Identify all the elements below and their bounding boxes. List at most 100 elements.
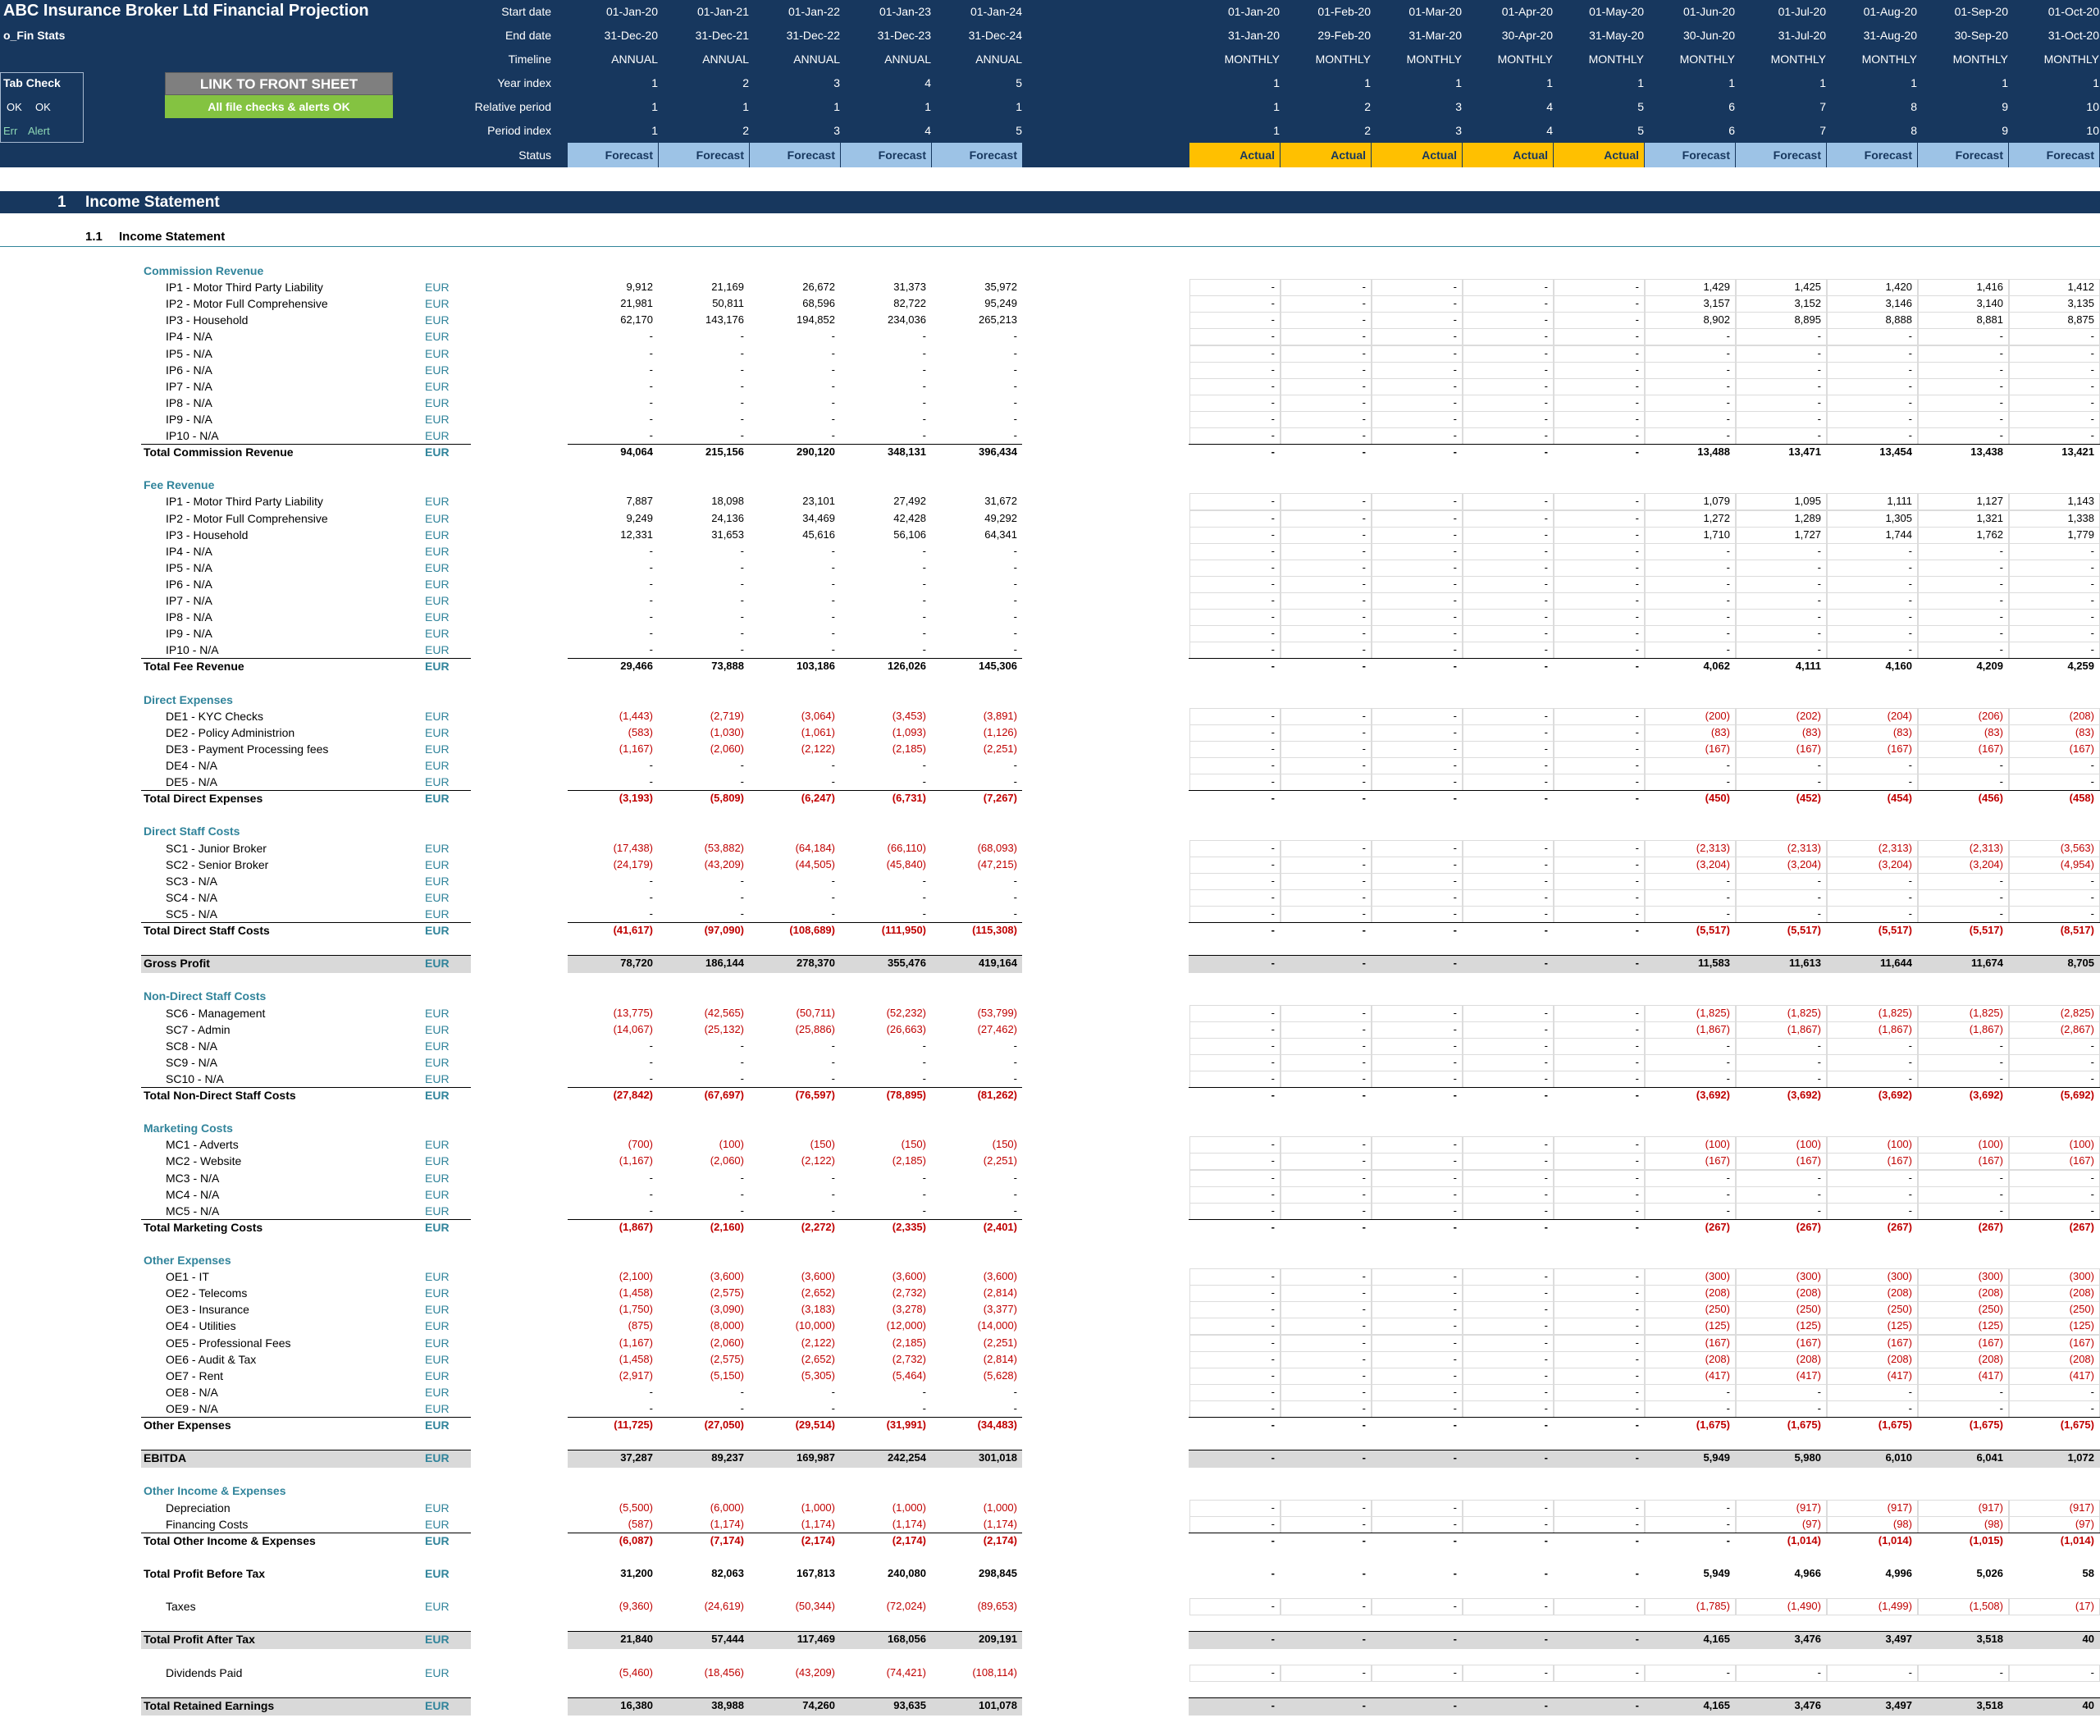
value-cell: - (1908, 1171, 1912, 1184)
value-cell: - (1271, 412, 1275, 425)
value-cell: - (1817, 379, 1821, 392)
value-cell: (5,500) (619, 1501, 653, 1514)
value-cell: (167) (1796, 1154, 1821, 1167)
value-cell: - (1544, 1385, 1548, 1398)
total-rule (568, 955, 1022, 957)
value-cell: - (649, 1385, 653, 1398)
value-cell: - (1453, 627, 1457, 640)
value-cell: 23,101 (802, 495, 835, 508)
value-cell: - (1544, 1022, 1548, 1035)
value-cell: 3,140 (1976, 297, 2003, 310)
value-cell: - (1544, 1286, 1548, 1300)
value-cell: - (1999, 890, 2003, 903)
value-cell: - (1453, 841, 1457, 854)
highlight-band (1189, 955, 2100, 974)
value-cell: - (922, 1401, 926, 1414)
value-cell: (125) (2069, 1319, 2094, 1332)
currency-label: EUR (425, 330, 450, 344)
monthly-end-cell: 31-Mar-20 (1408, 29, 1462, 42)
value-cell: - (1362, 627, 1366, 640)
value-cell: - (649, 395, 653, 409)
value-cell: - (1544, 1006, 1548, 1019)
value-cell: - (1908, 610, 1912, 624)
monthly-period-index-cell: 2 (1364, 124, 1371, 137)
total-rule (1189, 1087, 2100, 1088)
value-cell: - (1635, 1089, 1639, 1101)
value-cell: - (1817, 1665, 1821, 1679)
value-cell: - (1362, 281, 1366, 294)
value-cell: - (831, 874, 835, 887)
value-cell: - (1544, 1071, 1548, 1085)
value-cell: - (1544, 957, 1548, 970)
value-cell: - (1908, 1204, 1912, 1217)
value-cell: (3,600) (892, 1270, 926, 1283)
value-cell: - (1013, 890, 1017, 903)
currency-label: EUR (425, 1286, 450, 1300)
value-cell: - (2090, 759, 2094, 771)
value-cell: (67,697) (704, 1089, 744, 1101)
value-cell: - (1635, 330, 1639, 343)
value-cell: 5,949 (1703, 1566, 1730, 1579)
value-cell: (150) (810, 1138, 835, 1151)
annual-period-index-cell: 2 (742, 124, 749, 137)
currency-label: EUR (425, 709, 450, 723)
value-cell: (300) (1978, 1270, 2003, 1283)
value-cell: (14,067) (613, 1022, 653, 1035)
monthly-status-cell: Forecast (1736, 143, 1826, 167)
monthly-year-index-cell: 1 (1273, 76, 1280, 89)
value-cell: - (1635, 924, 1639, 936)
value-cell: (208) (1705, 1286, 1730, 1300)
monthly-status-cell: Actual (1281, 143, 1371, 167)
monthly-year-index-cell: 1 (1637, 76, 1644, 89)
value-cell: - (1817, 429, 1821, 441)
header-panel: ABC Insurance Broker Ltd Financial Proje… (0, 0, 2100, 167)
value-cell: - (1362, 709, 1366, 722)
value-cell: - (1453, 1171, 1457, 1184)
value-cell: 13,471 (1788, 445, 1821, 459)
value-cell: (1,825) (1878, 1006, 1912, 1019)
value-cell: 82,063 (711, 1566, 744, 1579)
value-cell: - (922, 544, 926, 557)
group-title: Fee Revenue (144, 478, 215, 492)
value-cell: - (649, 907, 653, 920)
value-cell: - (1362, 1089, 1366, 1101)
value-cell: - (1453, 907, 1457, 920)
line-item-label: IP4 - N/A (166, 330, 212, 344)
value-cell: (1,014) (2060, 1533, 2094, 1546)
value-cell: 1,321 (1976, 511, 2003, 524)
highlight-band (568, 1450, 1022, 1469)
value-cell: 168,056 (888, 1633, 926, 1646)
value-cell: (17) (2075, 1600, 2094, 1613)
value-cell: - (1453, 1319, 1457, 1332)
value-cell: - (1544, 1600, 1548, 1613)
value-cell: - (1635, 1451, 1639, 1464)
value-cell: (1,000) (801, 1501, 835, 1514)
value-cell: (100) (1796, 1138, 1821, 1151)
value-cell: - (1544, 1270, 1548, 1283)
value-cell: - (1726, 1071, 1730, 1085)
value-cell: - (1362, 1566, 1366, 1579)
value-cell: 3,497 (1885, 1698, 1912, 1711)
currency-label: EUR (425, 1566, 450, 1580)
value-cell: 4,111 (1795, 660, 1821, 673)
value-cell: (3,204) (1878, 857, 1912, 870)
grid-cell-border (1372, 1664, 1463, 1682)
grid-cell-border (1918, 1664, 2009, 1682)
value-cell: 8,875 (2067, 313, 2094, 327)
value-cell: - (1362, 330, 1366, 343)
value-cell: (2,401) (983, 1220, 1017, 1233)
value-cell: (125) (1887, 1319, 1912, 1332)
value-cell: (1,167) (619, 1336, 653, 1349)
link-to-front-sheet-button[interactable]: LINK TO FRONT SHEET (165, 72, 393, 95)
value-cell: - (1635, 412, 1639, 425)
value-cell: - (1362, 924, 1366, 936)
line-item-label: IP9 - N/A (166, 412, 212, 426)
line-item-label: MC5 - N/A (166, 1204, 220, 1217)
total-rule (1189, 922, 2100, 923)
value-cell: - (1453, 924, 1457, 936)
value-cell: 186,144 (705, 957, 744, 970)
total-row-label: Gross Profit (144, 957, 210, 971)
currency-label: EUR (425, 1418, 450, 1432)
total-rule (141, 790, 471, 792)
line-item-label: DE2 - Policy Administrion (166, 725, 295, 739)
